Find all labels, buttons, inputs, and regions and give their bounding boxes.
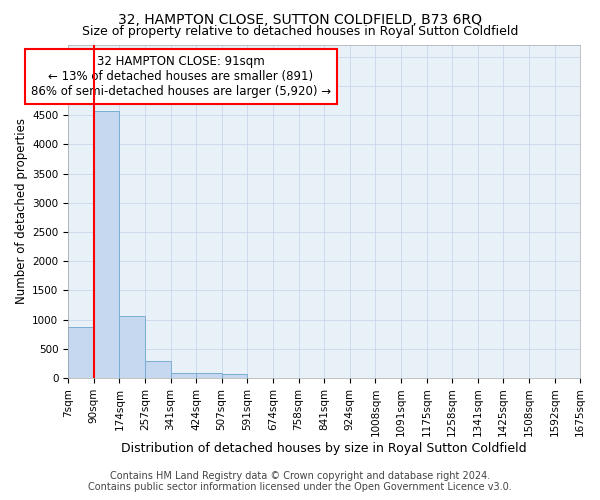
- Text: 32, HAMPTON CLOSE, SUTTON COLDFIELD, B73 6RQ: 32, HAMPTON CLOSE, SUTTON COLDFIELD, B73…: [118, 12, 482, 26]
- Bar: [94, 111, 119, 378]
- Text: Contains HM Land Registry data © Crown copyright and database right 2024.
Contai: Contains HM Land Registry data © Crown c…: [88, 471, 512, 492]
- Bar: [170, 372, 196, 378]
- Bar: [196, 372, 221, 378]
- Bar: [145, 361, 170, 378]
- X-axis label: Distribution of detached houses by size in Royal Sutton Coldfield: Distribution of detached houses by size …: [121, 442, 527, 455]
- Text: Size of property relative to detached houses in Royal Sutton Coldfield: Size of property relative to detached ho…: [82, 25, 518, 38]
- Text: 32 HAMPTON CLOSE: 91sqm
← 13% of detached houses are smaller (891)
86% of semi-d: 32 HAMPTON CLOSE: 91sqm ← 13% of detache…: [31, 55, 331, 98]
- Bar: [221, 374, 247, 378]
- Bar: [68, 326, 94, 378]
- Bar: [119, 316, 145, 378]
- Y-axis label: Number of detached properties: Number of detached properties: [15, 118, 28, 304]
